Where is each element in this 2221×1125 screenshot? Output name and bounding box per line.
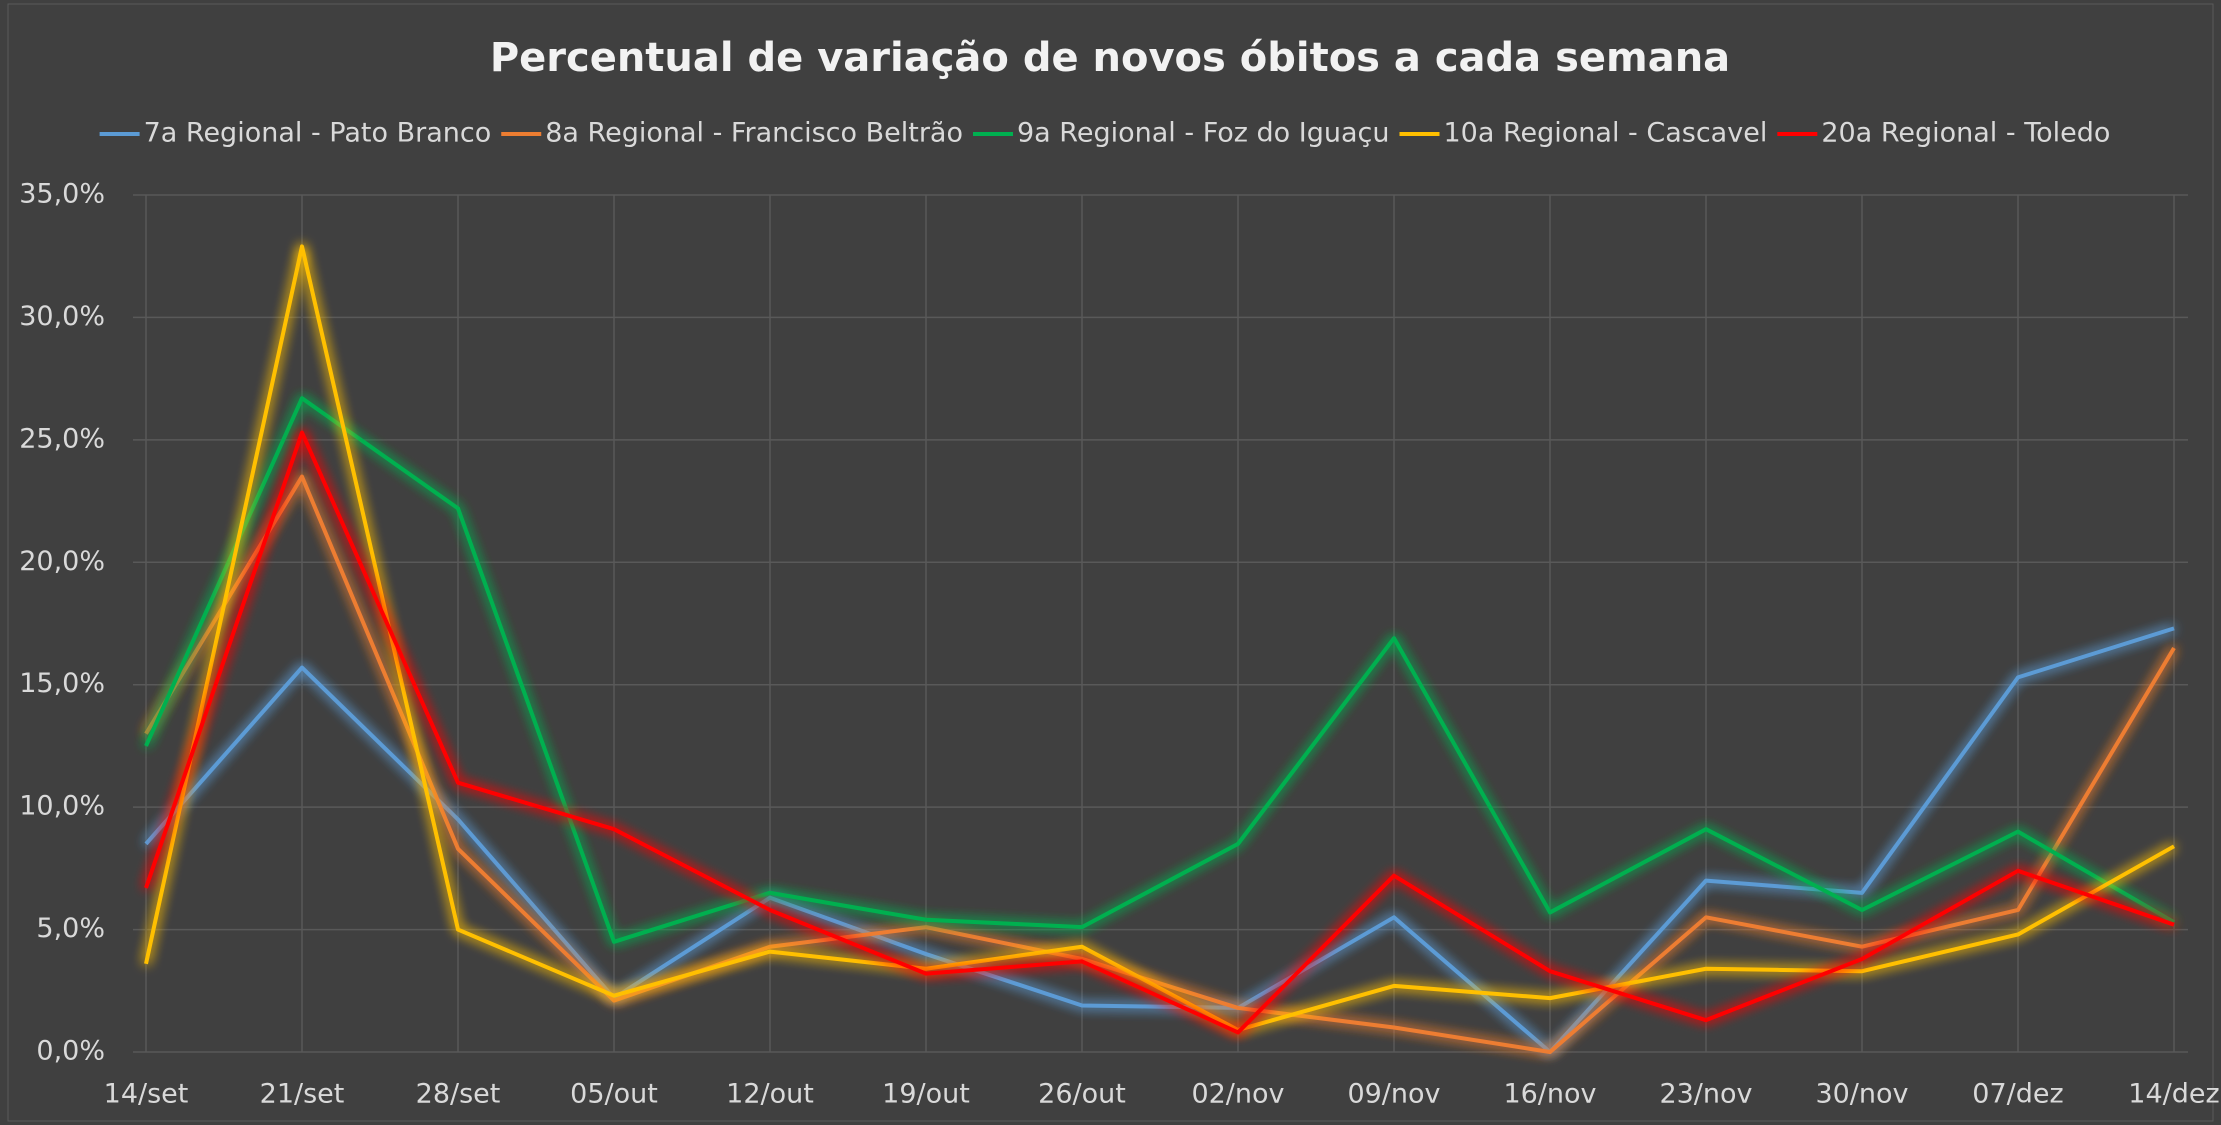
x-tick-label: 26/out bbox=[1038, 1079, 1126, 1110]
y-tick-label: 30,0% bbox=[19, 301, 105, 332]
y-tick-label: 25,0% bbox=[19, 423, 105, 454]
series-line bbox=[144, 430, 2175, 1035]
series-line bbox=[144, 626, 2175, 1054]
y-tick-label: 15,0% bbox=[19, 668, 105, 699]
x-tick-label: 02/nov bbox=[1191, 1079, 1284, 1110]
y-tick-label: 20,0% bbox=[19, 546, 105, 577]
x-tick-label: 14/set bbox=[104, 1079, 189, 1110]
legend-text: 20a Regional - Toledo bbox=[1821, 118, 2110, 149]
x-tick-label: 09/nov bbox=[1347, 1079, 1440, 1110]
x-tick-label: 12/out bbox=[726, 1079, 814, 1110]
chart-title: Percentual de variação de novos óbitos a… bbox=[490, 35, 1730, 81]
y-tick-label: 5,0% bbox=[36, 913, 105, 944]
x-tick-label: 21/set bbox=[260, 1079, 345, 1110]
y-tick-label: 10,0% bbox=[19, 791, 105, 822]
y-tick-label: 35,0% bbox=[19, 179, 105, 210]
series-line bbox=[144, 396, 2176, 944]
x-tick-label: 23/nov bbox=[1659, 1079, 1752, 1110]
legend: 7a Regional - Pato Branco 8a Regional - F… bbox=[99, 118, 2110, 149]
x-tick-label: 07/dez bbox=[1972, 1079, 2063, 1110]
x-tick-label: 16/nov bbox=[1503, 1079, 1596, 1110]
x-tick-label: 19/out bbox=[882, 1079, 970, 1110]
legend-text: 10a Regional - Cascavel bbox=[1444, 118, 1768, 149]
legend-text: 9a Regional - Foz do Iguaçu bbox=[1017, 118, 1390, 149]
legend-text: 7a Regional - Pato Branco bbox=[144, 118, 492, 149]
series-line bbox=[144, 474, 2176, 1054]
x-tick-label: 14/dez bbox=[2128, 1079, 2219, 1110]
y-tick-label: 0,0% bbox=[36, 1036, 105, 1067]
x-tick-label: 30/nov bbox=[1815, 1079, 1908, 1110]
x-tick-label: 28/set bbox=[416, 1079, 501, 1110]
x-tick-label: 05/out bbox=[570, 1079, 658, 1110]
legend-text: 8a Regional - Francisco Beltrão bbox=[545, 118, 963, 149]
